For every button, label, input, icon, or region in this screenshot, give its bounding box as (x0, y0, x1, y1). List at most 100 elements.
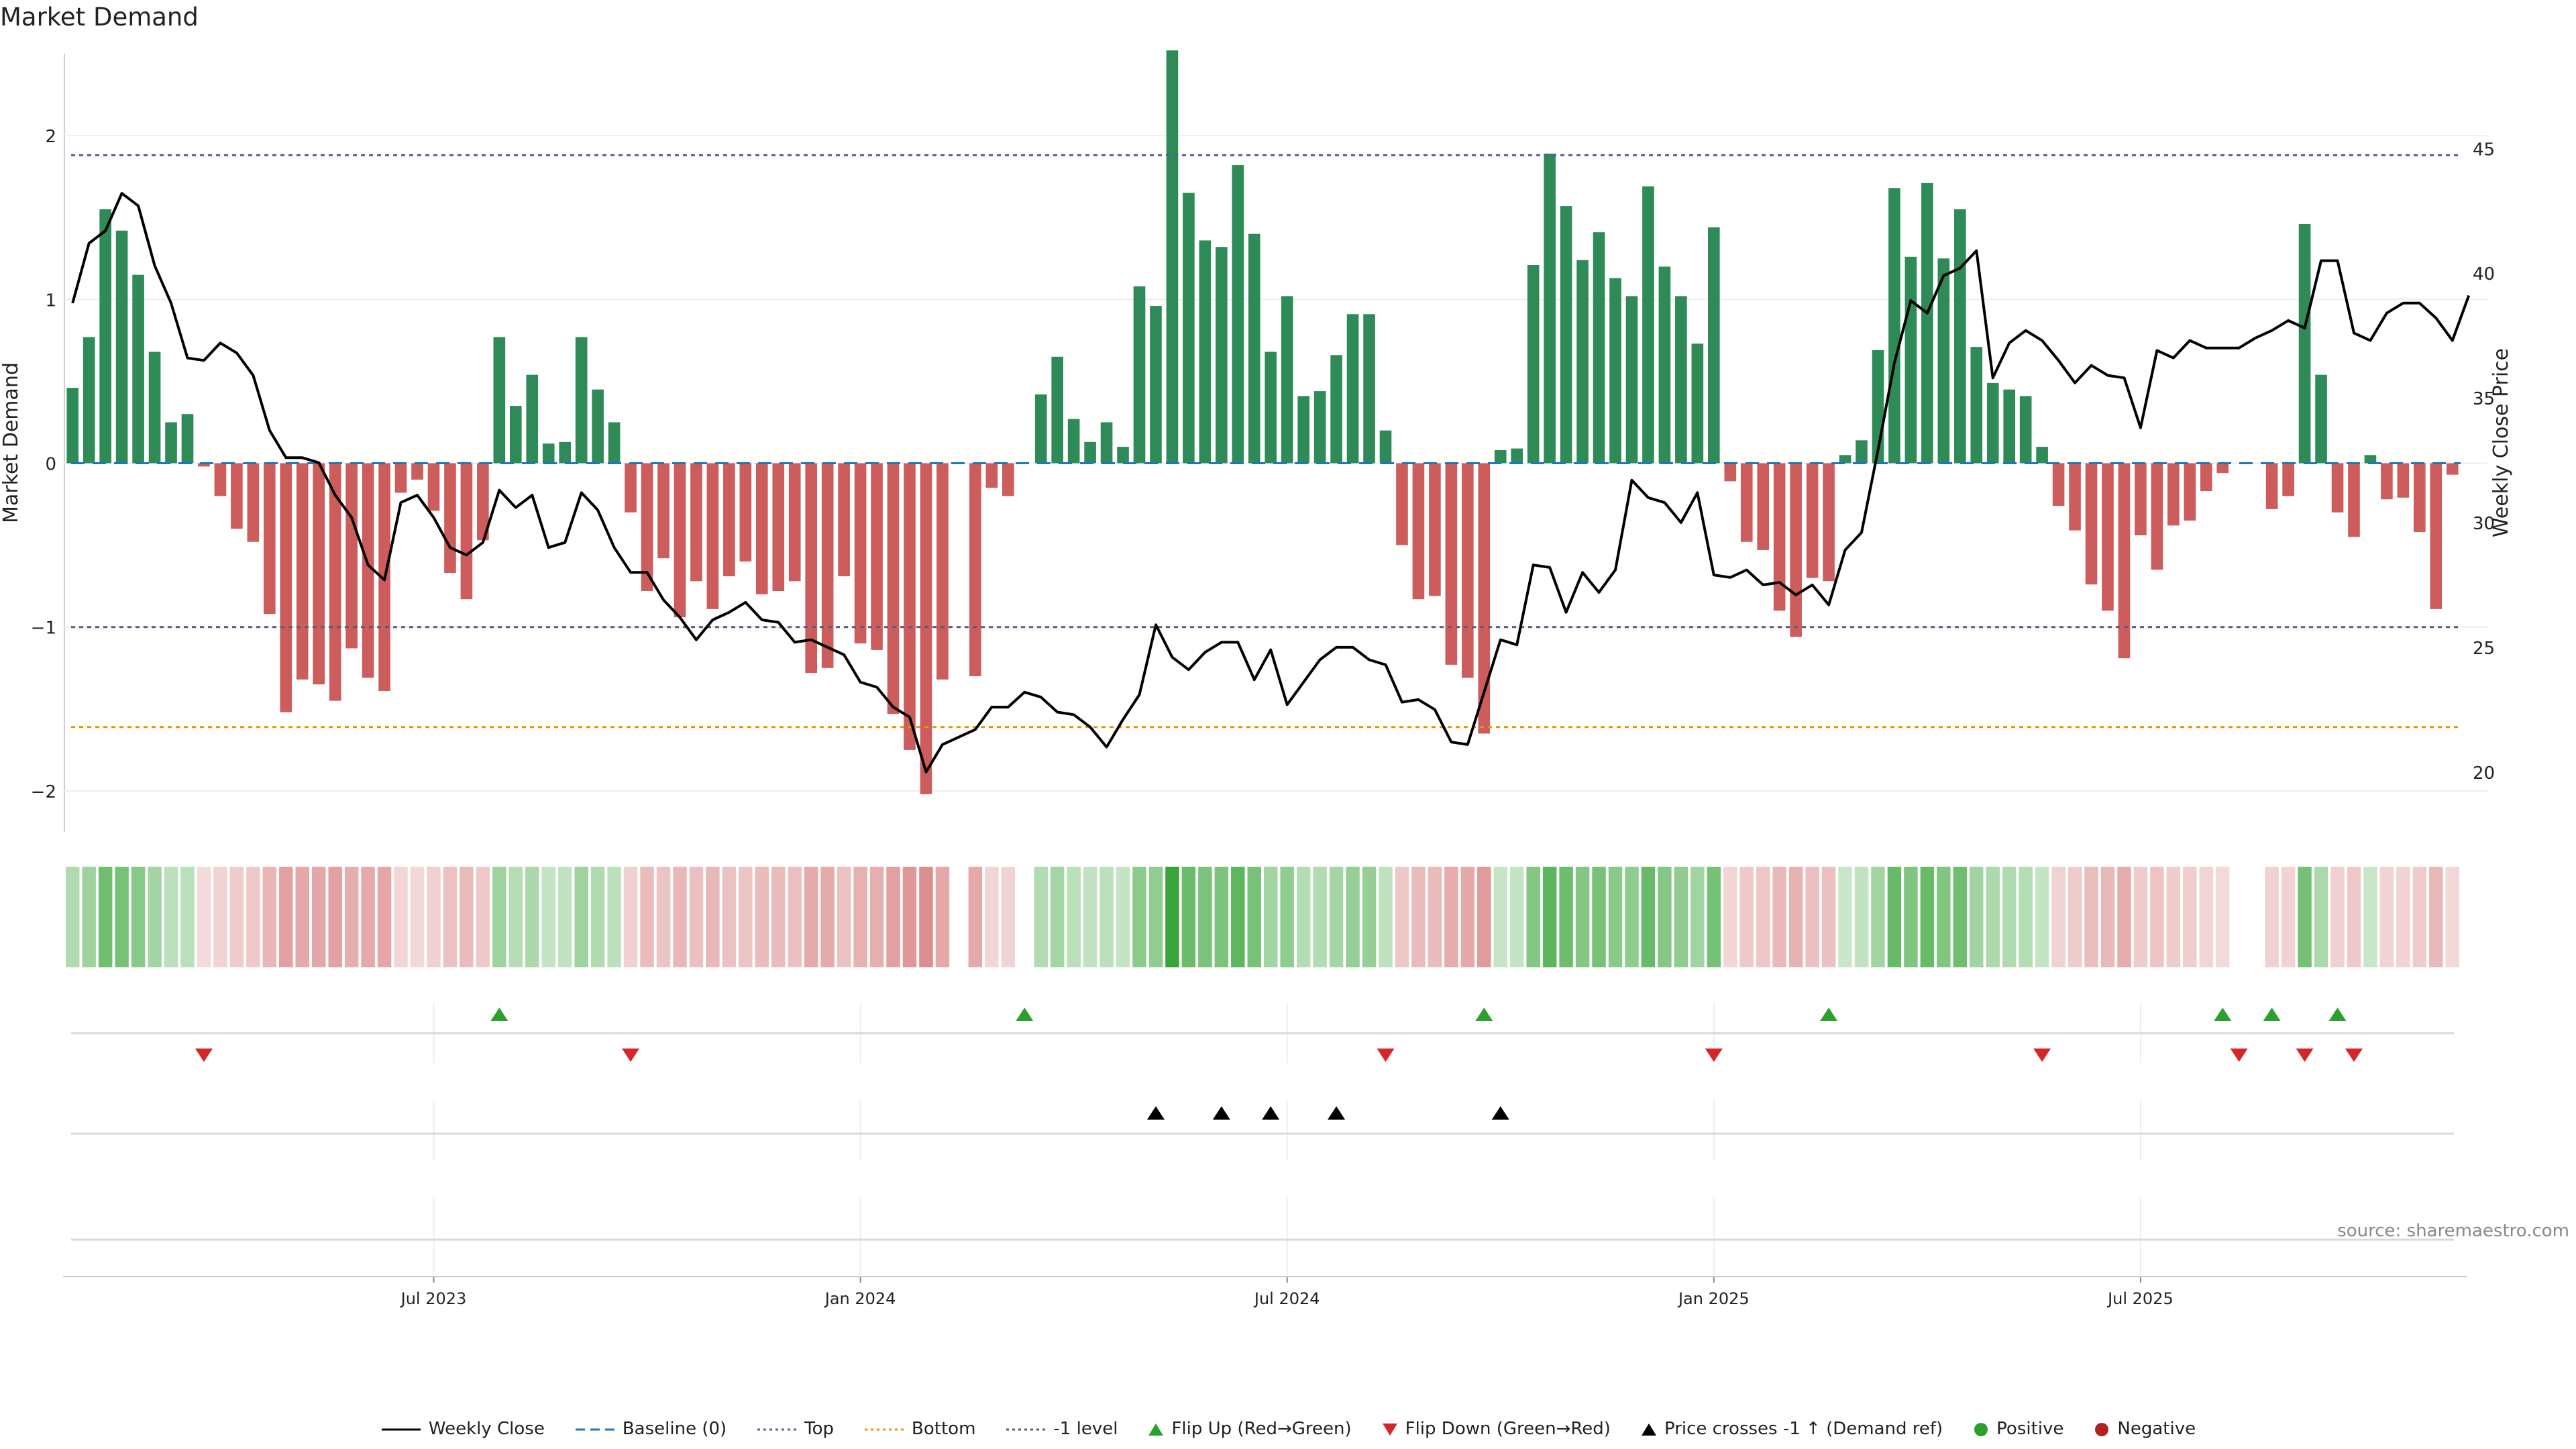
legend-item: Flip Up (Red→Green) (1147, 1419, 1352, 1439)
heat-strip-cell (2363, 867, 2377, 967)
heat-strip-cell (1296, 867, 1311, 967)
heat-strip-cell (935, 867, 950, 967)
demand-bar-positive (1265, 352, 1277, 464)
price-cross-marker (1262, 1106, 1280, 1120)
demand-bar-negative (854, 463, 867, 644)
demand-bar-negative (2200, 463, 2212, 492)
demand-bar-negative (805, 463, 817, 674)
heat-strip-cell (771, 867, 786, 967)
legend-swatch (1641, 1423, 1656, 1436)
demand-bar-negative (247, 463, 260, 542)
demand-bar-positive (1150, 306, 1162, 464)
heat-strip-cell (1838, 867, 1852, 967)
flip-up-marker (1475, 1008, 1493, 1021)
legend-item: Flip Down (Green→Red) (1381, 1419, 1611, 1439)
heat-strip-cell (1674, 867, 1688, 967)
heat-strip-cell (804, 867, 818, 967)
heat-strip-cell (837, 867, 851, 967)
demand-bar-positive (1675, 296, 1687, 464)
y2-tick-label: 45 (2473, 140, 2495, 160)
heat-strip-cell (2429, 867, 2443, 967)
legend-item: Top (756, 1419, 834, 1439)
demand-bar-positive (1281, 296, 1293, 464)
legend-label: Flip Down (Green→Red) (1405, 1419, 1611, 1439)
heat-strip-cell (1083, 867, 1097, 967)
demand-bar-positive (1625, 296, 1638, 464)
demand-bar-negative (838, 463, 850, 577)
heat-strip-cell (410, 867, 425, 967)
heat-strip-cell (853, 867, 867, 967)
heat-strip-cell (1444, 867, 1458, 967)
heat-strip-cell (2445, 867, 2459, 967)
y2-axis-label: Weekly Close Price (2489, 348, 2513, 537)
flip-down-marker (195, 1049, 213, 1062)
heat-strip-cell (1756, 867, 1770, 967)
flip-up-marker (1820, 1008, 1838, 1021)
heat-strip-cell (1986, 867, 2000, 967)
heat-strip-cell (722, 867, 737, 967)
price-cross-marker (1328, 1106, 1346, 1120)
demand-bar-positive (2315, 374, 2327, 464)
demand-bar-negative (477, 463, 489, 541)
heat-strip-cell (1001, 867, 1016, 967)
heat-strip-cell (1379, 867, 1393, 967)
heat-strip-cell (492, 867, 506, 967)
legend-label: Weekly Close (428, 1419, 545, 1439)
demand-bar-negative (1823, 463, 1835, 582)
demand-bar-negative (969, 463, 981, 676)
heat-strip-cell (1788, 867, 1803, 967)
heat-strip-cell (1247, 867, 1261, 967)
y-tick-label: 0 (45, 455, 56, 475)
demand-bar-negative (214, 463, 227, 496)
legend-swatch (2095, 1422, 2109, 1436)
demand-bar-positive (1544, 153, 1556, 464)
demand-bar-positive (1494, 449, 1507, 464)
demand-bar-negative (2430, 463, 2443, 609)
demand-bar-positive (1297, 396, 1309, 464)
demand-bar-negative (706, 463, 719, 609)
demand-bar-negative (2069, 463, 2081, 531)
demand-bar-positive (1183, 193, 1195, 464)
demand-bar-positive (1560, 206, 1572, 464)
heat-strip-cell (623, 867, 638, 967)
heat-strip-cell (1805, 867, 1819, 967)
demand-bar-negative (1724, 463, 1737, 482)
heat-strip-cell (1592, 867, 1606, 967)
heat-strip-cell (1346, 867, 1360, 967)
demand-bar-negative (313, 463, 325, 685)
heat-strip-cell (2281, 867, 2296, 967)
heat-strip-cell (1608, 867, 1623, 967)
heat-strip-cell (1132, 867, 1146, 967)
heat-strip-cell (1970, 867, 1984, 967)
demand-bar-positive (1034, 394, 1047, 464)
heat-strip-cell (2314, 867, 2328, 967)
demand-bar-negative (1478, 463, 1491, 734)
demand-bar-negative (1445, 463, 1458, 665)
heat-strip-cell (1280, 867, 1294, 967)
demand-bar-negative (1396, 463, 1408, 545)
weekly-close-line (71, 192, 2471, 773)
demand-bar-positive (1199, 240, 1212, 464)
demand-bar-negative (2151, 463, 2163, 570)
heat-strip-cell (869, 867, 884, 967)
legend: Weekly Close Baseline (0) Top Bottom -1 leve… (0, 1419, 2576, 1439)
flip-up-marker (2214, 1008, 2232, 1021)
heat-strip-cell (82, 867, 96, 967)
demand-bar-positive (1904, 256, 1917, 464)
heat-strip-cell (2330, 867, 2345, 967)
demand-bar-negative (2381, 463, 2393, 500)
heat-strip-cell (2117, 867, 2131, 967)
heat-strip-cell (262, 867, 277, 967)
x-tick-label: Jul 2024 (1253, 1289, 1320, 1308)
heat-strip-cell (1428, 867, 1442, 967)
demand-bar-positive (608, 422, 621, 464)
flip-down-marker (2230, 1049, 2248, 1062)
heat-strip-cell (1329, 867, 1344, 967)
x-tick-label: Jul 2023 (400, 1289, 467, 1308)
heat-strip-cell (1854, 867, 1869, 967)
heat-strip-cell (919, 867, 933, 967)
heat-strip-cell (1181, 867, 1196, 967)
heat-strip-cell (66, 867, 80, 967)
heat-strip-panel (66, 867, 2459, 967)
heat-strip-cell (2347, 867, 2361, 967)
